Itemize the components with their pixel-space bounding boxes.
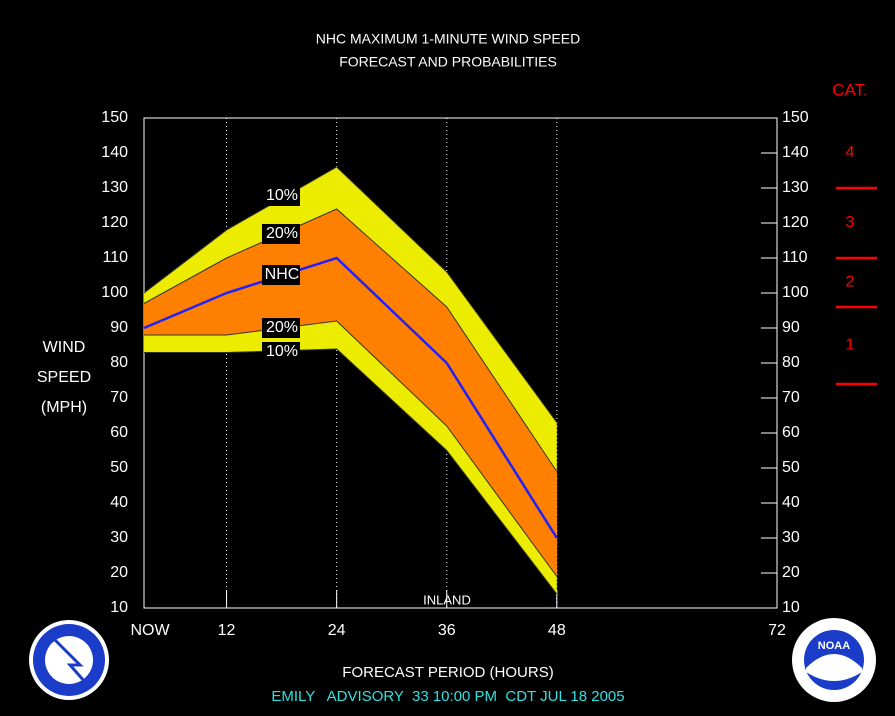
y-tick-label: 60	[110, 424, 128, 441]
y-tick-label: 30	[110, 529, 128, 546]
y2-tick-label: 50	[782, 459, 800, 476]
y2-tick-label: 130	[782, 179, 809, 196]
x-tick-label: 12	[218, 622, 236, 639]
y-tick-label: 110	[102, 249, 128, 266]
series-label: NHC	[265, 266, 300, 283]
y-tick-label: 10	[110, 599, 128, 616]
y-axis-label: WIND	[43, 339, 86, 356]
y2-tick-label: 40	[782, 494, 800, 511]
y2-tick-label: 120	[782, 214, 809, 231]
y2-tick-label: 20	[782, 564, 800, 581]
logo-inner	[45, 636, 93, 684]
x-tick-label: NOW	[130, 622, 170, 639]
category-label: 2	[846, 274, 855, 291]
series-label-box	[262, 265, 300, 285]
band-edge	[143, 166, 558, 423]
logo-bolt	[53, 638, 87, 683]
series-label-box	[262, 224, 300, 244]
y-tick-label: 90	[110, 319, 128, 336]
nws-logo	[29, 620, 109, 700]
logo-text: NOAA	[818, 640, 850, 652]
category-title: CAT.	[832, 80, 868, 99]
x-tick-label: 24	[328, 622, 346, 639]
y-tick-label: 50	[110, 459, 128, 476]
y-tick-label: 80	[110, 354, 128, 371]
series-label: 10%	[266, 343, 298, 360]
y2-tick-label: 140	[782, 144, 809, 161]
forecast-line	[143, 256, 558, 539]
x-tick-label: 36	[438, 622, 456, 639]
y-tick-label: 130	[101, 179, 128, 196]
logo-wave	[806, 654, 862, 681]
y-tick-label: 100	[101, 284, 128, 301]
y2-tick-label: 110	[782, 249, 808, 266]
category-label: 4	[846, 144, 855, 161]
y2-tick-label: 100	[782, 284, 809, 301]
y-tick-label: 120	[101, 214, 128, 231]
series-label-box	[262, 186, 300, 206]
y-tick-label: 70	[110, 389, 128, 406]
band-edge	[144, 348, 558, 595]
x-axis-label: FORECAST PERIOD (HOURS)	[342, 664, 553, 681]
y-tick-label: 150	[101, 109, 128, 126]
band-edge	[143, 208, 558, 472]
noaa-logo: NOAA	[792, 618, 876, 702]
series-label-box	[262, 318, 300, 338]
category-label: 3	[846, 214, 855, 231]
probability-band	[144, 209, 557, 577]
series-label: 10%	[266, 187, 298, 204]
y-axis-label: SPEED	[37, 369, 91, 386]
series-label: 20%	[266, 319, 298, 336]
y2-tick-label: 30	[782, 529, 800, 546]
y2-tick-label: 150	[782, 109, 809, 126]
x-tick-label: 48	[548, 622, 566, 639]
footer: EMILY ADVISORY 33 10:00 PM CDT JUL 18 20…	[271, 688, 624, 705]
y2-tick-label: 80	[782, 354, 800, 371]
chart-subtitle: FORECAST AND PROBABILITIES	[339, 54, 557, 70]
y-tick-label: 140	[101, 144, 128, 161]
chart-title: NHC MAXIMUM 1-MINUTE WIND SPEED	[316, 31, 580, 47]
y2-tick-label: 70	[782, 389, 800, 406]
annotation: INLAND	[423, 592, 471, 607]
y2-tick-label: 60	[782, 424, 800, 441]
y2-tick-label: 10	[782, 599, 800, 616]
series-label: 20%	[266, 225, 298, 242]
series-label-box	[262, 342, 300, 362]
y-tick-label: 20	[110, 564, 128, 581]
y-tick-label: 40	[110, 494, 128, 511]
y-axis-label: (MPH)	[41, 399, 87, 416]
category-label: 1	[846, 337, 855, 354]
y2-tick-label: 90	[782, 319, 800, 336]
x-tick-label: 72	[768, 622, 786, 639]
band-edge	[144, 320, 558, 577]
